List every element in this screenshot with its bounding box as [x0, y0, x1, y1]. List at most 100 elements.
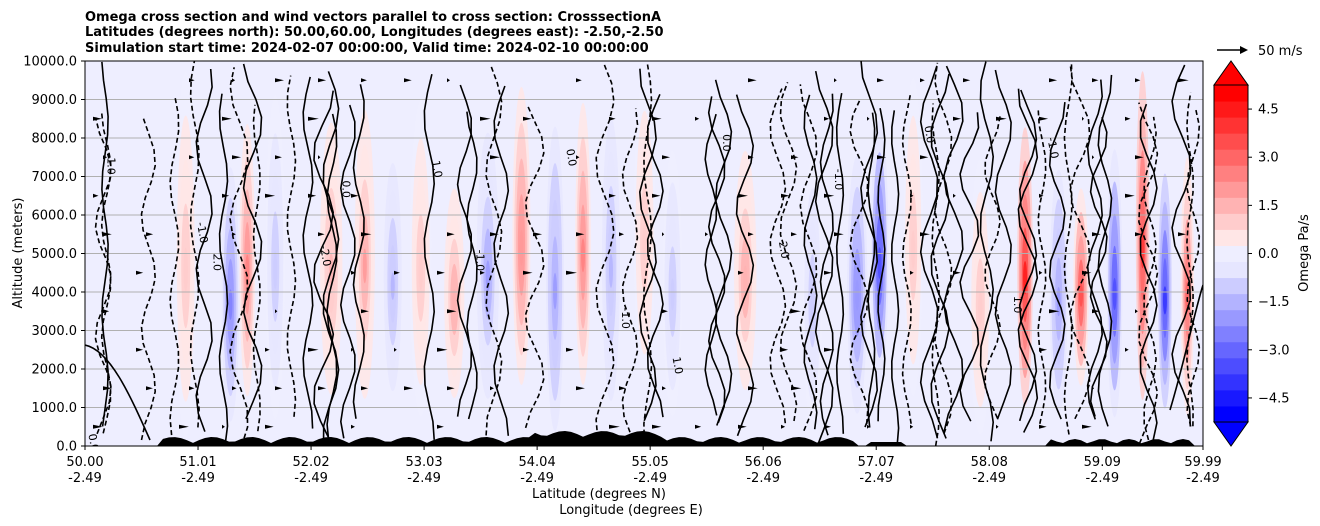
contour-label: 0.0 [563, 148, 579, 167]
contour-label: 2.0 [776, 240, 792, 259]
colorbar-tick-label: 1.5 [1258, 199, 1279, 214]
wind-vector [136, 270, 144, 275]
wind-vector [609, 347, 612, 352]
x-tick-label-lat: 59.09 [1084, 455, 1121, 470]
wind-vector [781, 424, 786, 429]
wind-vector [953, 193, 956, 198]
wind-vector [523, 347, 530, 352]
y-tick-label: 4000.0 [32, 286, 78, 301]
wind-vector [232, 78, 236, 83]
contour-line [799, 84, 818, 432]
x-tick-label-lat: 59.99 [1184, 455, 1221, 470]
wind-vector [318, 232, 325, 237]
x-tick-label-lat: 54.04 [519, 455, 556, 470]
wind-vector [1092, 309, 1100, 314]
omega-band-17-level-4 [810, 287, 815, 320]
contour-line [877, 108, 886, 422]
wind-vector [404, 78, 412, 83]
wind-vector [566, 347, 574, 352]
y-axis-label: Altitude (meters) [11, 198, 26, 309]
wind-vector [265, 193, 276, 198]
contour-line [1186, 109, 1201, 427]
contour-label: -1.0 [474, 250, 487, 271]
contour-line [1186, 92, 1194, 427]
contour-labels: 0.01.0-1.02.0 -2.00.01.0-1.00.0-1.01.00.0… [85, 125, 1061, 446]
wind-vector [103, 386, 113, 391]
colorbar-extend-max [1213, 60, 1249, 86]
wind-vector [652, 424, 662, 429]
contour-line [189, 61, 200, 428]
contour-line [621, 108, 639, 433]
wind-vector [523, 116, 532, 121]
colorbar-level [1214, 309, 1248, 327]
wind-vector [265, 347, 270, 352]
wind-vector [351, 424, 355, 429]
wind-vector [533, 232, 543, 237]
wind-vector [275, 78, 284, 83]
colorbar-level [1214, 277, 1248, 295]
wind-vector [867, 116, 870, 121]
x-axis-label-longitude: Longitude (degrees E) [559, 503, 703, 518]
title-line-3: Simulation start time: 2024-02-07 00:00:… [85, 41, 649, 56]
wind-vector [662, 155, 671, 160]
wind-vector [576, 155, 580, 160]
wind-vector [824, 424, 832, 429]
wind-vector [1178, 78, 1189, 83]
wind-vector [576, 78, 582, 83]
omega-band-25-level-4 [1112, 277, 1117, 311]
contour-line [286, 75, 297, 417]
contour-line [1063, 63, 1073, 435]
wind-vector [781, 347, 789, 352]
contour-line [707, 96, 726, 423]
wind-vector [1092, 155, 1095, 160]
contour-line [890, 110, 900, 445]
wind-vector [275, 386, 283, 391]
wind-vector [232, 386, 237, 391]
contour-line [979, 61, 995, 442]
contour-line [339, 104, 356, 439]
contour-line [252, 104, 261, 432]
wind-vector [867, 424, 870, 429]
wind-vector [662, 309, 668, 314]
wind-vector [179, 424, 189, 429]
contour-line [934, 62, 953, 434]
wind-vector [609, 193, 616, 198]
wind-vector [361, 232, 372, 237]
contour-label: 0.0 [720, 134, 733, 152]
wind-vector [781, 193, 790, 198]
wind-vector [1039, 116, 1049, 121]
omega-band-20-level-4 [911, 230, 916, 269]
wind-vector [308, 193, 317, 198]
contour-label: -2.0 [317, 244, 334, 267]
y-tick-label: 3000.0 [32, 324, 78, 339]
wind-vector [824, 347, 835, 352]
colorbar-level [1214, 261, 1248, 279]
wind-vector [996, 116, 1007, 121]
y-tick-label: 10000.0 [23, 55, 77, 70]
wind-vector [953, 116, 962, 121]
wind-vector [1135, 78, 1141, 83]
wind-vector [232, 155, 242, 160]
colorbar-tick-label: 3.0 [1258, 151, 1279, 166]
contour-line [218, 93, 229, 444]
contour-line [1048, 102, 1066, 420]
contour-line [195, 68, 213, 432]
wind-vector [824, 270, 833, 275]
wind-vector [791, 386, 802, 391]
colorbar-extend-min [1213, 421, 1249, 447]
contour-label: 1.0 [670, 356, 686, 375]
x-tick-label-lon: -2.49 [633, 471, 667, 486]
wind-vector [490, 232, 499, 237]
wind-vector [695, 116, 700, 121]
contour-line [835, 92, 845, 434]
contour-line [85, 344, 151, 441]
contour-line [860, 61, 879, 428]
contour-label: -1.0 [619, 307, 632, 328]
colorbar-level [1214, 165, 1248, 182]
wind-vector [480, 270, 485, 275]
wind-vector [308, 116, 319, 121]
wind-vector [404, 386, 414, 391]
wind-vector [1039, 424, 1047, 429]
x-tick-label-lon: -2.49 [520, 471, 554, 486]
y-tick-label: 9000.0 [32, 93, 78, 108]
